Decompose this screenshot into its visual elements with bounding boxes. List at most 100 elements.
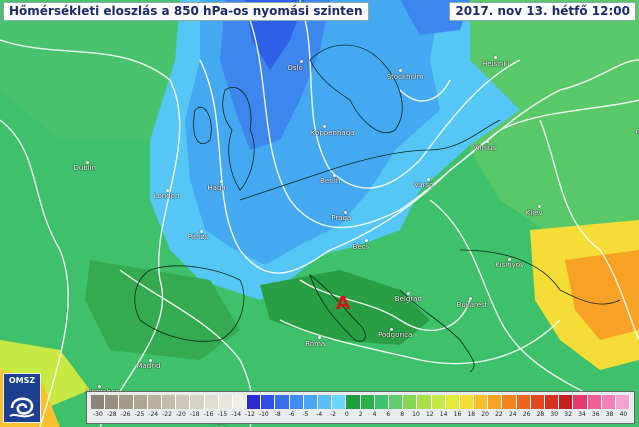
legend-swatch [218,395,233,409]
city-dot [85,160,89,164]
legend-ticks: -30 -28 -26 -25 -24 -22 -20 -18 -16 -15 -14 -12 -10-… [91,411,630,422]
city-label: Kisinyov [495,261,525,270]
city-dot [166,188,170,192]
legend-tick: 6 [386,411,391,418]
legend-swatch [176,395,191,409]
legend-swatch [431,395,446,409]
legend-tick: 38 [605,411,614,418]
city-dot [317,336,321,340]
legend-tick: -10 [258,411,269,418]
legend-tick: -8 [274,411,281,418]
city-dot [507,257,511,261]
legend-swatch [318,395,333,409]
legend-tick: -4 [316,411,323,418]
legend-swatch [587,395,602,409]
legend-swatch [502,395,517,409]
city-dot [200,229,204,233]
legend-swatch [190,395,205,409]
legend-swatch [474,395,489,409]
city-label: London [153,192,180,201]
legend-tick: -14 [231,411,242,418]
city-dot [485,140,489,144]
legend-tick: 22 [495,411,503,418]
legend-tick: 14 [439,411,448,418]
legend-tick: 34 [578,411,586,418]
city-label: Vilnius [473,143,496,152]
legend-swatch [161,395,177,409]
legend-swatch [601,395,616,409]
city-label: Párizs [187,233,209,242]
legend-swatch [119,395,134,409]
legend-swatch [417,395,432,409]
logo-text: OMSZ [8,376,36,385]
legend-tick: -6 [288,411,295,418]
pressure-marker: A [336,293,350,314]
city-dot [332,173,336,177]
omsz-logo: OMSZ [3,373,41,423]
legend-tick: 12 [425,411,434,418]
legend-swatch [374,395,389,409]
legend-swatch [545,395,560,409]
legend-tick: 20 [481,411,489,418]
wave-icon [9,397,35,418]
legend-tick: -22 [162,411,172,418]
legend-tick: 0 [344,411,349,418]
legend-tick: 2 [358,411,363,418]
legend-swatch [403,395,418,409]
city-label: Oslo [287,63,303,72]
city-dot [469,297,473,301]
city-dot [399,69,403,73]
city-dot [148,358,152,362]
legend-tick: -16 [203,411,214,418]
map-datetime: 2017. nov 13. hétfő 12:00 [449,2,636,21]
city-label: Prága [331,214,352,223]
legend-tick: 28 [536,411,545,418]
map-title: Hőmérsékleti eloszlás a 850 hPa-os nyomá… [3,2,369,21]
legend-swatch [445,395,460,409]
legend-swatch [303,395,318,409]
legend-tick: -2 [330,411,336,418]
city-label: Hága [207,183,226,192]
city-label: Podgorica [377,331,413,340]
legend-swatch [91,395,106,409]
legend-swatch [559,395,574,409]
city-dot [343,210,347,214]
city-dot [365,239,369,243]
city-label: Moszkva [635,127,639,136]
city-dot [390,327,394,331]
legend-swatch [105,395,120,409]
city-dot [407,291,411,295]
legend-color-scale [91,395,631,409]
city-dot [494,56,498,60]
legend-tick: -26 [120,411,131,418]
city-dot [426,177,430,181]
legend-tick: 8 [400,411,405,418]
legend-swatch [133,395,148,409]
legend-tick: -30 [93,411,103,418]
legend-tick: 24 [508,411,517,418]
city-label: Varsó [414,181,434,190]
legend-swatch [232,395,248,409]
legend-tick: -5 [302,411,309,418]
legend-tick: 30 [550,411,559,418]
legend-swatch [488,395,503,409]
legend-swatch [573,395,588,409]
legend-swatch [360,395,375,409]
legend-tick: 26 [522,411,531,418]
legend-tick: 36 [591,411,600,418]
legend-tick: 40 [619,411,628,418]
legend-tick: -24 [148,411,159,418]
city-dot [323,125,327,129]
city-dot [98,384,102,388]
city-label: Koppenhága [310,128,355,137]
legend-swatch [332,395,347,409]
legend-swatch [275,395,290,409]
legend-tick: -12 [245,411,255,418]
legend-swatch [459,395,475,409]
legend-tick: 4 [372,411,377,418]
city-label: Bécs [352,242,370,251]
city-dot [219,180,223,184]
city-label: Dublin [73,164,97,173]
city-label: Helsinki [481,59,510,68]
legend-swatch [261,395,276,409]
